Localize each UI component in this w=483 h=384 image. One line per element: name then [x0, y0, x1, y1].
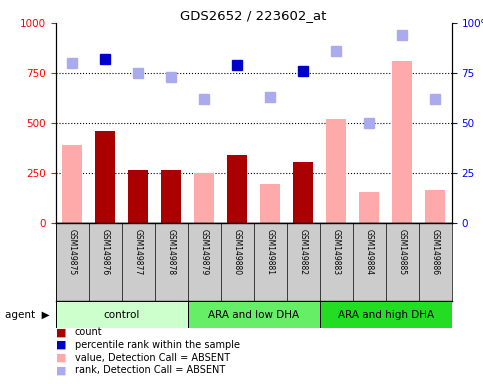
- Text: ■: ■: [56, 340, 66, 350]
- Bar: [194, 173, 214, 223]
- Bar: [359, 192, 379, 223]
- Bar: [62, 145, 82, 223]
- Text: control: control: [103, 310, 140, 320]
- Text: ARA and high DHA: ARA and high DHA: [338, 310, 434, 320]
- Bar: [293, 162, 313, 223]
- Text: ARA and low DHA: ARA and low DHA: [208, 310, 299, 320]
- Text: GSM149881: GSM149881: [266, 229, 274, 275]
- Text: value, Detection Call = ABSENT: value, Detection Call = ABSENT: [75, 353, 230, 362]
- Text: ■: ■: [56, 327, 66, 337]
- Title: GDS2652 / 223602_at: GDS2652 / 223602_at: [180, 9, 327, 22]
- Bar: [161, 170, 181, 223]
- Text: rank, Detection Call = ABSENT: rank, Detection Call = ABSENT: [75, 365, 225, 375]
- Bar: [326, 119, 346, 223]
- Text: GSM149882: GSM149882: [298, 229, 308, 275]
- Text: ■: ■: [56, 365, 66, 375]
- Text: GSM149879: GSM149879: [199, 229, 209, 275]
- Text: GSM149885: GSM149885: [398, 229, 407, 275]
- Bar: [128, 170, 148, 223]
- Bar: [95, 131, 115, 223]
- Text: ■: ■: [56, 353, 66, 362]
- Bar: [320, 301, 452, 328]
- Bar: [425, 190, 445, 223]
- Text: GSM149886: GSM149886: [431, 229, 440, 275]
- Text: percentile rank within the sample: percentile rank within the sample: [75, 340, 240, 350]
- Text: GSM149875: GSM149875: [68, 229, 76, 275]
- Bar: [187, 301, 320, 328]
- Text: agent  ▶: agent ▶: [5, 310, 49, 320]
- Text: GSM149877: GSM149877: [134, 229, 142, 275]
- Bar: [227, 155, 247, 223]
- Bar: [260, 184, 280, 223]
- Text: GSM149876: GSM149876: [100, 229, 110, 275]
- Bar: [392, 61, 412, 223]
- Text: GSM149883: GSM149883: [332, 229, 341, 275]
- Bar: [56, 301, 187, 328]
- Text: GSM149880: GSM149880: [233, 229, 242, 275]
- Text: GSM149878: GSM149878: [167, 229, 175, 275]
- Text: count: count: [75, 327, 102, 337]
- Text: GSM149884: GSM149884: [365, 229, 373, 275]
